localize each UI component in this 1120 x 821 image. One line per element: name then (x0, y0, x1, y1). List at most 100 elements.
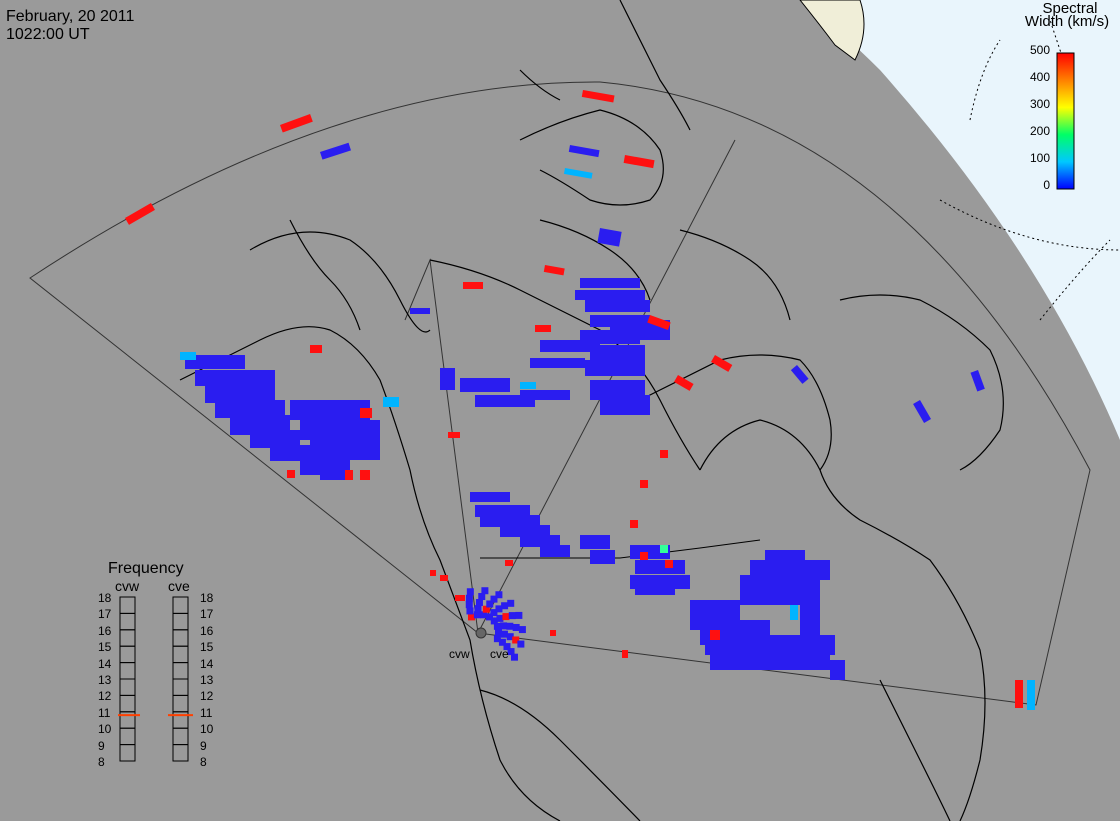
radar-echo-cell (430, 570, 436, 576)
radar-echo-cell (466, 607, 474, 615)
radar-echo-cell (470, 492, 510, 502)
radar-label-cvw: cvw (449, 647, 470, 661)
radar-echo-cell (506, 633, 514, 641)
frequency-scale-label: 10 (98, 722, 112, 737)
radar-echo-cell (585, 300, 650, 312)
time-label: 1022:00 UT (6, 26, 90, 43)
radar-echo-cell (540, 545, 570, 557)
radar-echo-cell (550, 630, 556, 636)
radar-echo-cell (580, 278, 640, 288)
radar-echo-cell (481, 587, 489, 595)
frequency-cell (119, 678, 136, 696)
frequency-scale-label: 11 (98, 705, 111, 720)
frequency-cell (119, 727, 136, 746)
radar-echo-cell (250, 430, 300, 448)
frequency-cell (172, 612, 189, 631)
radar-echo-cell (475, 505, 530, 517)
radar-echo-cell (585, 360, 645, 376)
radar-echo-cell (468, 613, 475, 621)
colorbar-units: Width (km/s) (1024, 13, 1110, 30)
radar-echo-cell (185, 355, 245, 369)
frequency-scale-label: 13 (200, 673, 214, 687)
colorbar-tick-label: 100 (1029, 151, 1050, 165)
radar-echo-cell (507, 648, 515, 656)
radar-echo-cell (495, 591, 503, 599)
radar-echo-cell (440, 575, 448, 581)
radar-echo-cell (205, 385, 275, 403)
radar-site-marker (475, 627, 487, 639)
frequency-scale-label: 8 (98, 755, 105, 769)
colorbar-title: Spectral (1042, 0, 1098, 17)
radar-echo-cell (383, 397, 399, 407)
radar-echo-cell (475, 599, 483, 607)
frequency-cell (119, 629, 136, 647)
radar-echo-cell (500, 622, 508, 630)
frequency-scale-label: 9 (98, 738, 105, 753)
radar-echo-cell (710, 630, 720, 640)
radar-echo-cell (360, 408, 372, 418)
frequency-cell (172, 678, 189, 696)
frequency-scale-label: 11 (200, 705, 213, 720)
radar-echo-cell (711, 354, 733, 372)
frequency-scale-label: 12 (98, 689, 112, 704)
radar-echo-cell (970, 369, 985, 392)
radar-echo-cell (1015, 680, 1023, 708)
frequency-scale-label: 15 (98, 640, 112, 655)
date-label: February, 20 2011 (6, 8, 135, 25)
radar-echo-cell (195, 370, 275, 386)
frequency-cell (119, 744, 136, 762)
radar-echo-cell (506, 622, 514, 630)
frequency-cell (172, 645, 189, 664)
radar-echo-cell (515, 611, 523, 619)
frequency-scale-label: 16 (98, 623, 112, 638)
radar-echo-cell (466, 588, 474, 596)
radar-echo-cell (622, 650, 628, 658)
radar-echo-cell (465, 601, 473, 609)
radar-echo-cell (501, 602, 509, 610)
radar-echo-layer (125, 90, 1035, 710)
radar-echo-cell (563, 167, 593, 179)
frequency-cell (119, 645, 136, 664)
radar-echo-cell (486, 600, 494, 608)
radar-echo-cell (790, 364, 809, 384)
radar-echo-cell (465, 594, 473, 602)
frequency-cell (119, 596, 136, 614)
radar-echo-cell (498, 638, 506, 646)
radar-echo-cell (495, 605, 503, 613)
frequency-cell (172, 629, 189, 647)
radar-echo-cell (710, 650, 830, 670)
frequency-title: Frequency (108, 560, 184, 577)
radar-echo-cell (320, 460, 350, 480)
radar-echo-cell (543, 264, 565, 276)
frequency-column-cvw-label: cvw (115, 578, 140, 594)
radar-echo-cell (530, 358, 585, 368)
radar-echo-cell (500, 525, 550, 537)
colorbar-tick-label: 0 (1043, 178, 1050, 192)
radar-echo-cell (674, 375, 694, 391)
radar-echo-cell (310, 345, 322, 353)
radar-echo-cell (623, 155, 655, 169)
radar-echo-cell (460, 378, 510, 392)
radar-echo-cell (440, 368, 455, 390)
frequency-bars (118, 596, 193, 762)
radar-echo-cell (125, 202, 155, 225)
radar-echo-cell (1027, 680, 1035, 710)
radar-echo-cell (660, 545, 668, 553)
radar-echo-cell (290, 400, 370, 420)
greenland-coast (799, 0, 865, 61)
radar-echo-cell (575, 290, 645, 300)
radar-echo-cell (581, 90, 615, 103)
latitude-line (969, 39, 1001, 121)
frequency-scale-label: 15 (200, 640, 214, 655)
colorbar (1056, 52, 1075, 190)
radar-echo-cell (517, 640, 525, 648)
frequency-scale-label: 13 (98, 673, 112, 687)
radar-echo-cell (600, 395, 650, 415)
frequency-scale-label: 18 (98, 591, 112, 605)
radar-echo-cell (512, 636, 520, 644)
radar-echo-cell (580, 535, 610, 549)
frequency-scale-label: 14 (200, 656, 214, 671)
radar-echo-cell (493, 622, 501, 630)
radar-echo-cell (640, 552, 648, 560)
